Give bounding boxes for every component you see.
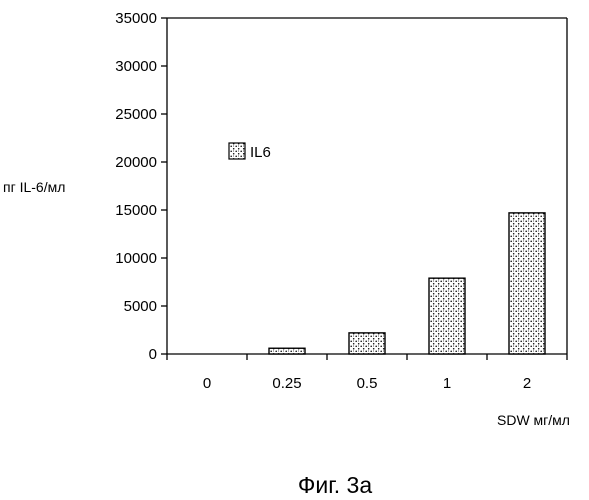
y-tick-label: 0 (149, 346, 157, 363)
bar (509, 213, 545, 354)
x-tick-label: 1 (443, 375, 451, 392)
x-tick-label: 0 (203, 375, 211, 392)
y-tick-label: 30000 (115, 58, 157, 75)
y-tick-label: 10000 (115, 250, 157, 267)
figure-caption: Фиг. 3а (298, 472, 372, 498)
bars (269, 213, 545, 354)
x-axis-label: SDW мг/мл (497, 412, 570, 428)
y-tick-label: 25000 (115, 106, 157, 123)
x-tick-label: 0.25 (272, 375, 301, 392)
bar (269, 348, 305, 354)
y-tick-label: 20000 (115, 154, 157, 171)
x-tick-label: 2 (523, 375, 531, 392)
legend-label: IL6 (250, 144, 271, 161)
x-tick-label: 0.5 (357, 375, 378, 392)
y-axis-label: пг IL-6/мл (3, 179, 65, 195)
y-axis-ticks: 0 5000 10000 15000 20000 25000 30000 35000 (115, 10, 167, 363)
y-tick-label: 35000 (115, 10, 157, 27)
bar (429, 278, 465, 354)
legend-swatch (229, 143, 245, 159)
legend: IL6 (229, 143, 271, 161)
y-tick-label: 15000 (115, 202, 157, 219)
x-axis-ticks: 0 0.25 0.5 1 2 (167, 354, 567, 392)
y-tick-label: 5000 (124, 298, 157, 315)
plot-frame (167, 18, 567, 354)
bar (349, 333, 385, 354)
